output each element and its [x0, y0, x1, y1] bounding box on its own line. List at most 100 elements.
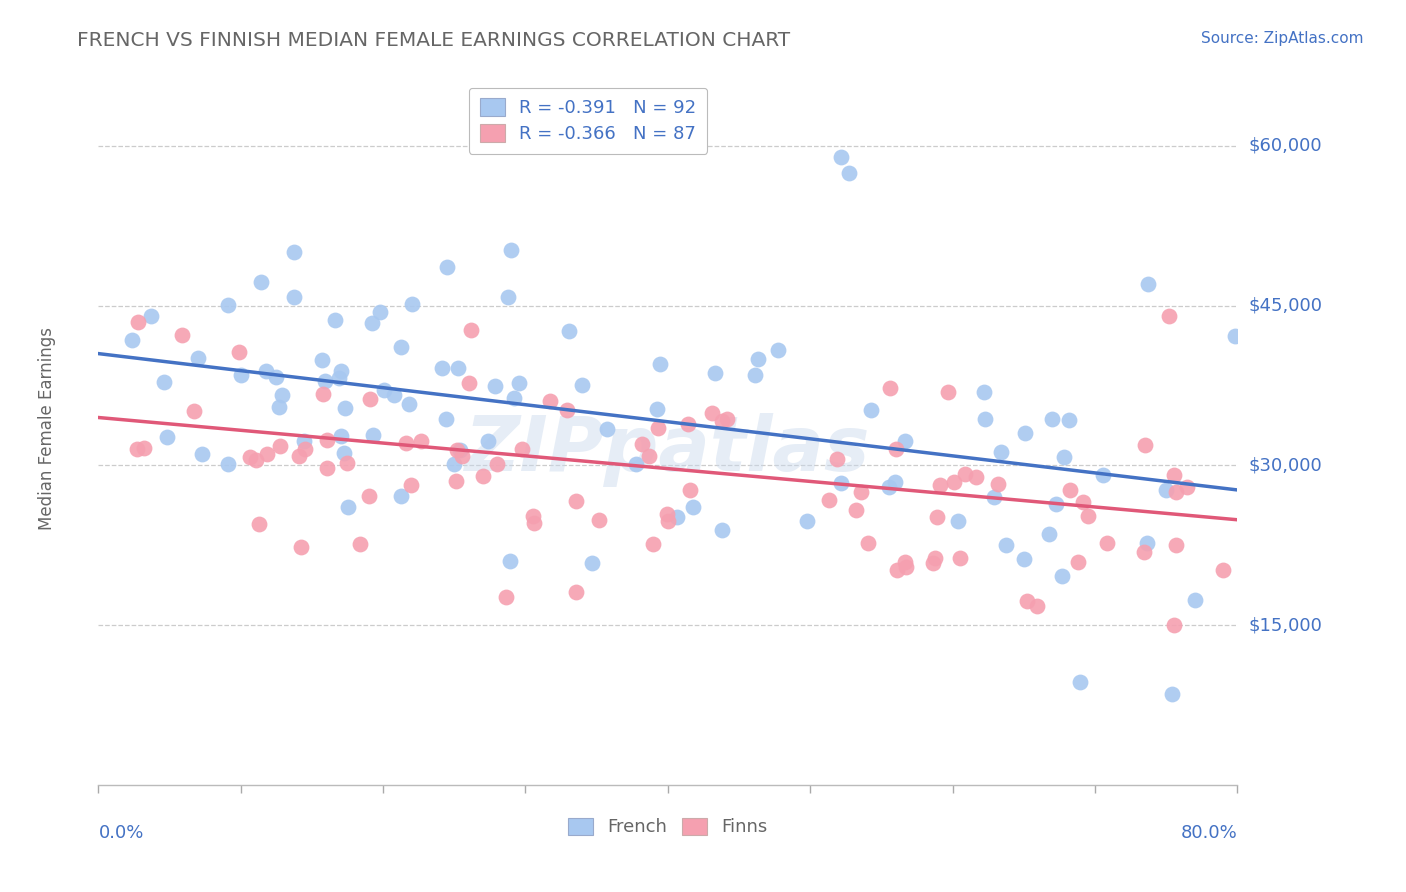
Point — [744, 368, 766, 382]
Point — [1163, 617, 1185, 632]
Point — [747, 352, 769, 367]
Point — [389, 489, 412, 503]
Point — [648, 357, 671, 371]
Point — [817, 493, 839, 508]
Point — [571, 378, 593, 392]
Point — [624, 457, 647, 471]
Point — [596, 422, 619, 436]
Point — [630, 437, 652, 451]
Point — [458, 376, 481, 390]
Point — [228, 344, 250, 359]
Point — [711, 523, 734, 537]
Text: $45,000: $45,000 — [1249, 297, 1323, 315]
Point — [643, 537, 665, 551]
Point — [153, 376, 176, 390]
Point — [323, 312, 346, 326]
Text: Median Female Earnings: Median Female Earnings — [38, 326, 56, 530]
Point — [332, 446, 354, 460]
Point — [434, 411, 457, 425]
Point — [499, 554, 522, 568]
Point — [443, 458, 465, 472]
Point — [886, 563, 908, 577]
Point — [581, 557, 603, 571]
Point — [373, 383, 395, 397]
Point — [827, 452, 849, 467]
Point — [368, 305, 391, 319]
Point — [922, 557, 945, 571]
Point — [191, 447, 214, 461]
Point — [936, 384, 959, 399]
Point — [349, 536, 371, 550]
Point — [1045, 497, 1067, 511]
Point — [1161, 688, 1184, 702]
Point — [495, 590, 517, 604]
Point — [973, 385, 995, 400]
Point — [315, 433, 337, 447]
Point — [294, 442, 316, 457]
Point — [710, 414, 733, 428]
Point — [1136, 536, 1159, 550]
Point — [477, 434, 499, 449]
Point — [170, 328, 193, 343]
Point — [254, 364, 277, 378]
Point — [471, 468, 494, 483]
Point — [879, 480, 901, 494]
Point — [290, 540, 312, 554]
Point — [655, 507, 678, 521]
Point — [830, 150, 852, 164]
Point — [555, 402, 578, 417]
Point — [657, 515, 679, 529]
Point — [1156, 483, 1178, 498]
Point — [269, 400, 291, 414]
Point — [522, 508, 544, 523]
Point — [337, 500, 360, 515]
Text: 0.0%: 0.0% — [98, 824, 143, 842]
Point — [389, 340, 412, 354]
Point — [1164, 485, 1187, 500]
Point — [283, 244, 305, 259]
Legend: French, Finns: French, Finns — [557, 807, 779, 847]
Point — [676, 417, 699, 431]
Point — [849, 484, 872, 499]
Point — [329, 429, 352, 443]
Point — [1163, 467, 1185, 482]
Point — [704, 366, 727, 380]
Point — [256, 446, 278, 460]
Point — [565, 585, 588, 599]
Point — [314, 374, 336, 388]
Point — [401, 297, 423, 311]
Point — [953, 467, 976, 482]
Point — [830, 475, 852, 490]
Point — [315, 461, 337, 475]
Point — [183, 404, 205, 418]
Point — [558, 324, 581, 338]
Point — [884, 442, 907, 456]
Point — [645, 401, 668, 416]
Point — [768, 343, 790, 357]
Point — [588, 513, 610, 527]
Point — [973, 411, 995, 425]
Point — [484, 379, 506, 393]
Point — [238, 450, 260, 465]
Point — [682, 500, 704, 515]
Point — [328, 370, 350, 384]
Text: 80.0%: 80.0% — [1181, 824, 1237, 842]
Point — [1038, 527, 1060, 541]
Point — [394, 436, 416, 450]
Point — [294, 434, 316, 448]
Point — [450, 449, 472, 463]
Point — [879, 381, 901, 395]
Point — [264, 370, 287, 384]
Point — [446, 443, 468, 458]
Point — [485, 458, 508, 472]
Point — [336, 456, 359, 470]
Point — [363, 427, 385, 442]
Point — [460, 323, 482, 337]
Point — [217, 457, 239, 471]
Point — [1053, 450, 1076, 464]
Point — [1059, 483, 1081, 498]
Point — [311, 353, 333, 368]
Point — [929, 478, 952, 492]
Point — [1133, 438, 1156, 452]
Point — [796, 515, 818, 529]
